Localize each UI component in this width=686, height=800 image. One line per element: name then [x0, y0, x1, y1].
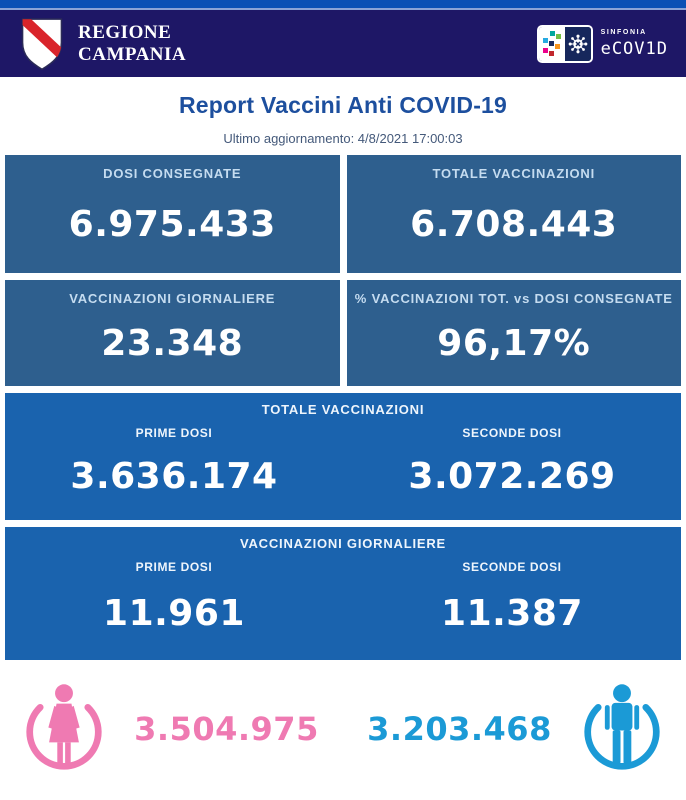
female-total: 3.504.975 — [134, 710, 319, 748]
prime-dosi-column: PRIME DOSI 3.636.174 — [5, 417, 343, 520]
card-label: TOTALE VACCINAZIONI — [432, 166, 596, 181]
dose-label: SECONDE DOSI — [462, 560, 562, 574]
dose-label: PRIME DOSI — [135, 426, 213, 440]
gender-totals: 3.504.975 3.203.468 — [0, 676, 686, 782]
card-title: VACCINAZIONI GIORNALIERE — [239, 536, 447, 551]
prime-dosi-column: PRIME DOSI 11.961 — [5, 551, 343, 660]
dose-value: 11.387 — [441, 592, 583, 634]
card-label: % VACCINAZIONI TOT. vs DOSI CONSEGNATE — [354, 291, 673, 306]
female-icon — [18, 681, 110, 777]
card-value: 6.975.433 — [68, 203, 276, 245]
dose-value: 3.636.174 — [70, 455, 278, 497]
ecovid-label: eCOV1D — [600, 38, 668, 59]
card-value: 23.348 — [101, 322, 244, 364]
region-name: REGIONE CAMPANIA — [78, 22, 186, 65]
card-vaccinazioni-giornaliere: VACCINAZIONI GIORNALIERE 23.348 — [5, 280, 340, 386]
card-percentuale-vs-consegnate: % VACCINAZIONI TOT. vs DOSI CONSEGNATE 9… — [346, 280, 681, 386]
card-totale-vaccinazioni-per-dose: TOTALE VACCINAZIONI PRIME DOSI 3.636.174… — [5, 393, 681, 520]
male-total: 3.203.468 — [367, 710, 552, 748]
dose-label: SECONDE DOSI — [462, 426, 562, 440]
dose-value: 3.072.269 — [408, 455, 616, 497]
dose-label: PRIME DOSI — [135, 560, 213, 574]
male-icon — [576, 681, 668, 777]
regione-campania-brand: REGIONE CAMPANIA — [18, 16, 186, 72]
stats-grid: DOSI CONSEGNATE 6.975.433 TOTALE VACCINA… — [5, 155, 681, 660]
card-vaccinazioni-giornaliere-per-dose: VACCINAZIONI GIORNALIERE PRIME DOSI 11.9… — [5, 527, 681, 660]
sinfonia-logo — [538, 26, 591, 61]
dose-columns: PRIME DOSI 11.961 SECONDE DOSI 11.387 — [5, 551, 681, 660]
card-value: 96,17% — [437, 322, 591, 364]
header-bar: REGIONE CAMPANIA — [0, 10, 686, 77]
page-title: Report Vaccini Anti COVID-19 — [178, 92, 508, 118]
card-dosi-consegnate: DOSI CONSEGNATE 6.975.433 — [5, 155, 340, 273]
sinfonia-label: SINFONIA — [600, 28, 647, 36]
card-value: 6.708.443 — [410, 203, 618, 245]
last-update-text: Ultimo aggiornamento: 4/8/2021 17:00:03 — [223, 131, 463, 146]
card-totale-vaccinazioni: TOTALE VACCINAZIONI 6.708.443 — [346, 155, 681, 273]
top-accent-strip — [0, 0, 686, 10]
sinfonia-s-icon — [538, 26, 565, 61]
dose-columns: PRIME DOSI 3.636.174 SECONDE DOSI 3.072.… — [5, 417, 681, 520]
card-label: DOSI CONSEGNATE — [103, 166, 242, 181]
region-name-line1: REGIONE — [78, 22, 172, 44]
stats-row-2: VACCINAZIONI GIORNALIERE 23.348 % VACCIN… — [5, 280, 681, 386]
sinfonia-wordmark: SINFONIA eCOV1D — [601, 29, 668, 59]
card-title: TOTALE VACCINAZIONI — [261, 402, 425, 417]
campania-shield-icon — [18, 16, 66, 72]
region-name-line2: CAMPANIA — [78, 43, 187, 65]
sinfonia-ecovid-brand: SINFONIA eCOV1D — [538, 26, 668, 61]
seconde-dosi-column: SECONDE DOSI 3.072.269 — [343, 417, 681, 520]
stats-row-1: DOSI CONSEGNATE 6.975.433 TOTALE VACCINA… — [5, 155, 681, 273]
virus-icon — [564, 26, 591, 61]
dose-value: 11.961 — [103, 592, 245, 634]
card-label: VACCINAZIONI GIORNALIERE — [69, 291, 276, 306]
seconde-dosi-column: SECONDE DOSI 11.387 — [343, 551, 681, 660]
